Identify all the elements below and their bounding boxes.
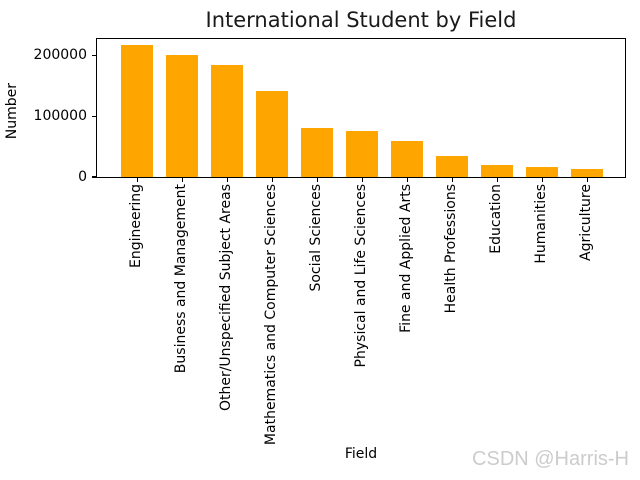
x-tick-mark (496, 178, 498, 182)
x-tick-label-other-unspecified-subject-areas: Other/Unspecified Subject Areas (218, 184, 234, 412)
x-tick-mark (316, 178, 318, 182)
x-tick-mark (586, 178, 588, 182)
x-axis-label: Field (344, 446, 378, 462)
y-tick-mark (92, 115, 96, 117)
x-tick-label-engineering: Engineering (128, 184, 144, 268)
bar-social-sciences (301, 128, 333, 177)
bar-fine-and-applied-arts (391, 141, 423, 177)
watermark: CSDN @Harris-H (472, 448, 629, 470)
x-tick-mark (271, 178, 273, 182)
y-tick-label-0: 0 (78, 168, 87, 185)
x-tick-mark (136, 178, 138, 182)
y-tick-mark (92, 176, 96, 178)
x-tick-label-physical-and-life-sciences: Physical and Life Sciences (353, 184, 369, 368)
chart-title: International Student by Field (205, 8, 517, 32)
x-tick-mark (181, 178, 183, 182)
x-tick-label-education: Education (488, 184, 504, 254)
x-tick-label-social-sciences: Social Sciences (308, 184, 324, 292)
bar-engineering (121, 45, 153, 177)
y-tick-label-100000: 100000 (33, 107, 87, 124)
y-axis-label: Number (4, 83, 20, 140)
bar-business-and-management (166, 55, 198, 177)
x-tick-label-mathematics-and-computer-sciences: Mathematics and Computer Sciences (263, 184, 279, 446)
x-tick-mark (226, 178, 228, 182)
plot-area (96, 38, 626, 178)
bar-other-unspecified-subject-areas (211, 65, 243, 177)
x-tick-mark (451, 178, 453, 182)
x-tick-label-humanities: Humanities (533, 184, 549, 264)
bar-health-professions (436, 156, 468, 177)
x-tick-label-business-and-management: Business and Management (173, 184, 189, 374)
x-tick-label-agriculture: Agriculture (578, 184, 594, 261)
y-tick-label-200000: 200000 (33, 46, 87, 63)
bar-agriculture (571, 169, 603, 177)
bar-mathematics-and-computer-sciences (256, 91, 288, 177)
bar-humanities (526, 167, 558, 177)
bar-education (481, 165, 513, 177)
bar-physical-and-life-sciences (346, 131, 378, 177)
x-tick-mark (361, 178, 363, 182)
x-tick-mark (541, 178, 543, 182)
y-tick-mark (92, 54, 96, 57)
x-tick-label-health-professions: Health Professions (443, 184, 459, 314)
x-tick-mark (406, 178, 408, 182)
x-tick-label-fine-and-applied-arts: Fine and Applied Arts (398, 184, 414, 333)
